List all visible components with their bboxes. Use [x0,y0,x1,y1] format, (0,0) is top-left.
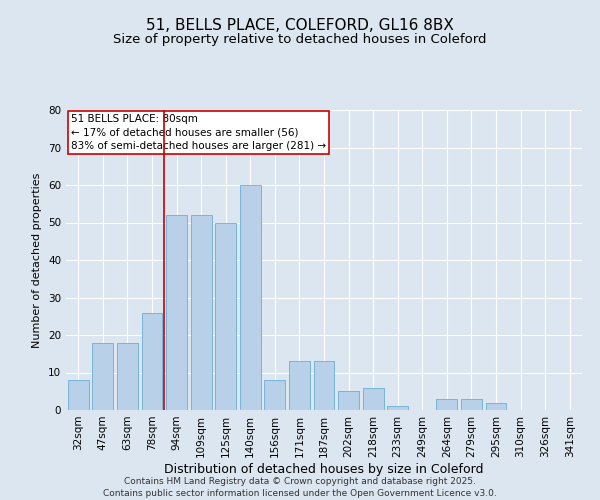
Bar [461,399,482,410]
Bar [92,342,113,410]
Bar [142,312,163,410]
Bar [436,399,457,410]
Bar [240,185,261,410]
X-axis label: Distribution of detached houses by size in Coleford: Distribution of detached houses by size … [164,462,484,475]
Bar [485,402,506,410]
Bar [68,380,89,410]
Bar [338,391,359,410]
Bar [362,388,383,410]
Text: Size of property relative to detached houses in Coleford: Size of property relative to detached ho… [113,32,487,46]
Text: 51, BELLS PLACE, COLEFORD, GL16 8BX: 51, BELLS PLACE, COLEFORD, GL16 8BX [146,18,454,32]
Bar [314,361,334,410]
Text: Contains HM Land Registry data © Crown copyright and database right 2025.
Contai: Contains HM Land Registry data © Crown c… [103,476,497,498]
Y-axis label: Number of detached properties: Number of detached properties [32,172,43,348]
Bar [215,222,236,410]
Bar [387,406,408,410]
Bar [289,361,310,410]
Bar [166,215,187,410]
Bar [117,342,138,410]
Bar [191,215,212,410]
Text: 51 BELLS PLACE: 80sqm
← 17% of detached houses are smaller (56)
83% of semi-deta: 51 BELLS PLACE: 80sqm ← 17% of detached … [71,114,326,151]
Bar [265,380,286,410]
